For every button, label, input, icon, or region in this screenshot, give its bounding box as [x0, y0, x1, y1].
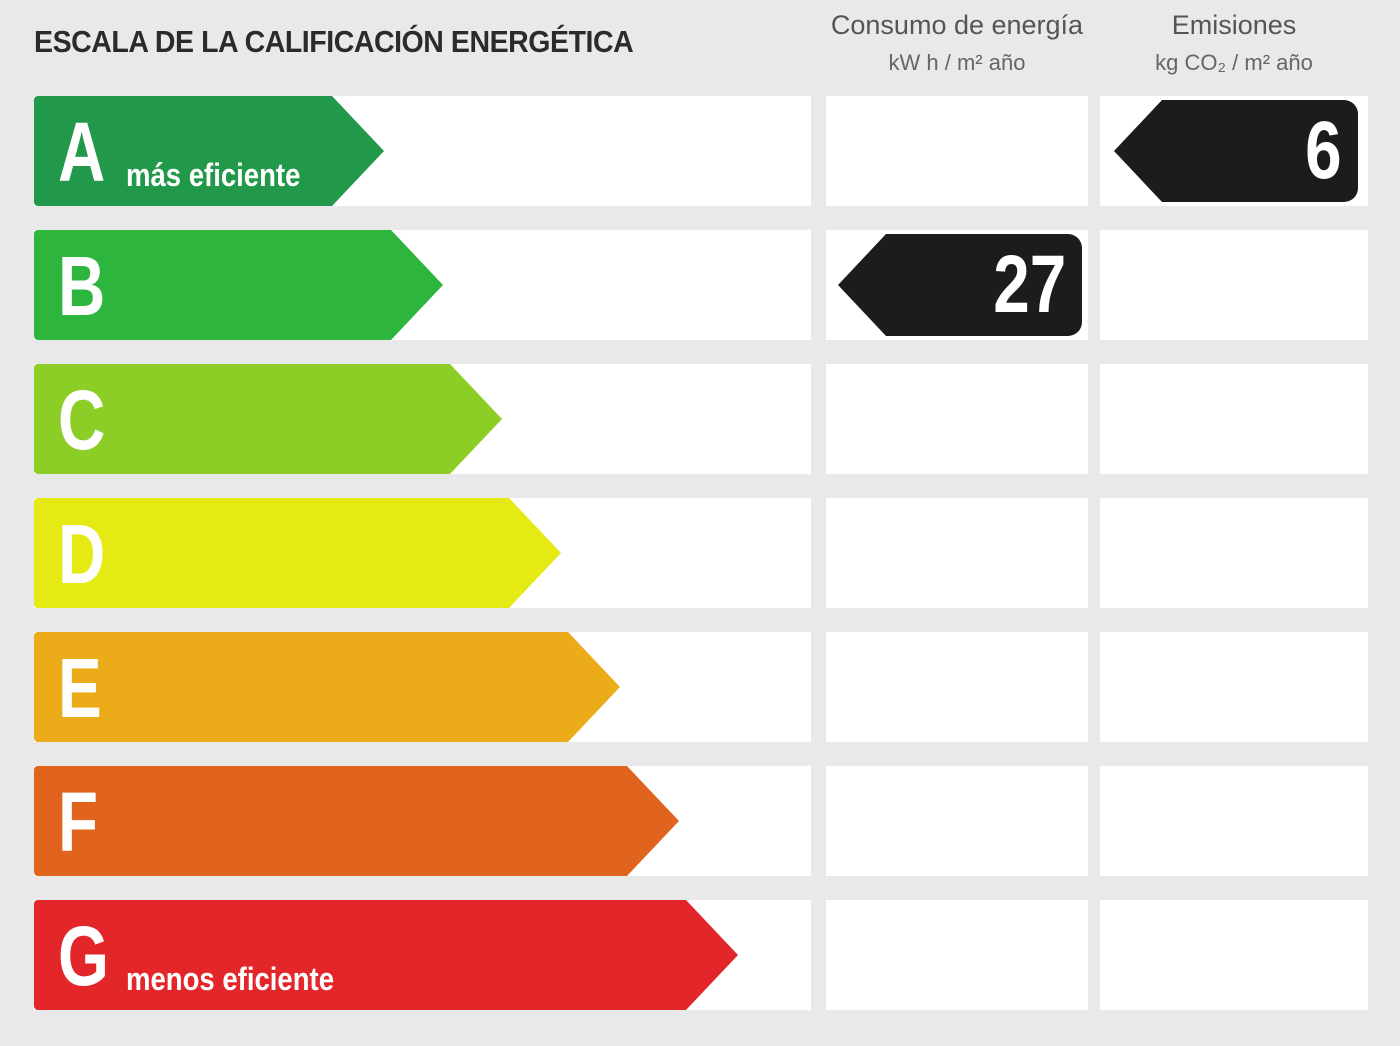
- consumo-rating-badge: 27: [838, 234, 1082, 336]
- band-letter: B: [58, 239, 106, 333]
- emisiones-cell-e: [1100, 632, 1368, 742]
- consumo-cell-e: [826, 632, 1088, 742]
- emisiones-column-header: Emisiones kg CO₂ / m² año: [1100, 6, 1368, 82]
- emisiones-cell-f: [1100, 766, 1368, 876]
- emisiones-cell-a: 6: [1100, 96, 1368, 206]
- consumo-label: Consumo de energía: [830, 10, 1084, 40]
- band-arrow-d: D: [34, 498, 561, 608]
- band-arrow-b: B: [34, 230, 443, 340]
- band-caption: más eficiente: [126, 157, 301, 193]
- consumo-unit: kW h / m² año: [888, 50, 1026, 75]
- band-letter: A: [58, 105, 106, 199]
- consumo-cell-d: [826, 498, 1088, 608]
- band-arrow-c: C: [34, 364, 502, 474]
- emisiones-cell-c: [1100, 364, 1368, 474]
- band-arrow-f: F: [34, 766, 679, 876]
- consumo-cell-f: [826, 766, 1088, 876]
- consumo-column-header: Consumo de energía kW h / m² año: [826, 6, 1088, 82]
- emisiones-cell-g: [1100, 900, 1368, 1010]
- emisiones-rating-badge: 6: [1114, 100, 1358, 202]
- band-letter: D: [58, 507, 106, 601]
- emisiones-rating-value: 6: [1305, 105, 1342, 196]
- consumo-cell-g: [826, 900, 1088, 1010]
- consumo-rating-value: 27: [993, 239, 1066, 330]
- band-letter: F: [58, 775, 99, 869]
- band-arrow-e: E: [34, 632, 620, 742]
- emisiones-cell-d: [1100, 498, 1368, 608]
- consumo-cell-b: 27: [826, 230, 1088, 340]
- emisiones-unit: kg CO₂ / m² año: [1155, 50, 1313, 75]
- emisiones-cell-b: [1100, 230, 1368, 340]
- scale-title: ESCALA DE LA CALIFICACIÓN ENERGÉTICA: [34, 24, 634, 59]
- consumo-cell-a: [826, 96, 1088, 206]
- band-letter: G: [58, 909, 109, 1003]
- band-caption: menos eficiente: [126, 961, 334, 997]
- band-letter: E: [58, 641, 102, 735]
- emisiones-label: Emisiones: [1171, 10, 1297, 40]
- consumo-cell-c: [826, 364, 1088, 474]
- band-letter: C: [58, 373, 106, 467]
